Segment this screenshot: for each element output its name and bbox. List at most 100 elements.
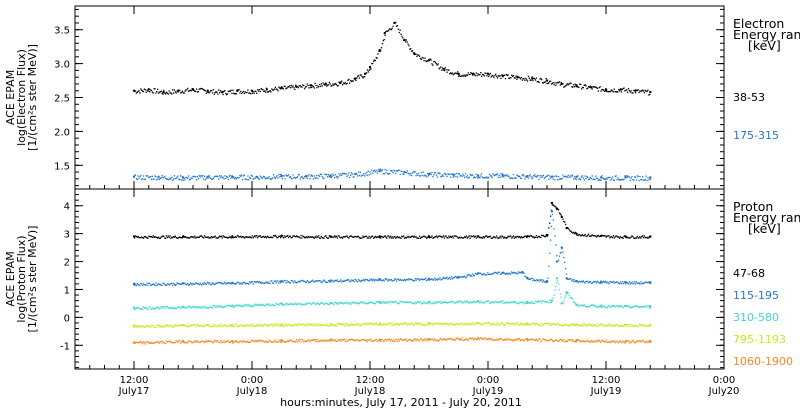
scatter-point bbox=[618, 340, 621, 342]
scatter-point bbox=[410, 47, 412, 50]
scatter-point bbox=[512, 322, 515, 324]
scatter-point bbox=[472, 74, 474, 76]
scatter-point bbox=[255, 236, 257, 238]
scatter-point bbox=[377, 170, 379, 172]
scatter-point bbox=[542, 324, 545, 327]
scatter-point bbox=[392, 339, 394, 342]
scatter-point bbox=[490, 76, 492, 78]
scatter-point bbox=[527, 339, 530, 341]
scatter-point bbox=[417, 339, 419, 341]
scatter-point bbox=[307, 323, 309, 325]
scatter-point bbox=[411, 235, 414, 238]
scatter-point bbox=[454, 324, 456, 326]
scatter-point bbox=[324, 303, 326, 305]
scatter-point bbox=[315, 177, 317, 179]
scatter-point bbox=[623, 235, 625, 238]
scatter-point bbox=[326, 281, 329, 284]
scatter-point bbox=[238, 236, 240, 238]
scatter-point bbox=[312, 325, 315, 327]
scatter-point bbox=[636, 340, 638, 342]
scatter-point bbox=[447, 324, 449, 326]
scatter-point bbox=[382, 279, 384, 281]
scatter-point bbox=[612, 340, 615, 343]
scatter-point bbox=[444, 235, 446, 237]
scatter-point bbox=[194, 305, 196, 308]
scatter-point bbox=[322, 82, 324, 84]
scatter-point bbox=[180, 342, 182, 344]
scatter-point bbox=[348, 237, 350, 239]
scatter-point bbox=[634, 341, 636, 344]
scatter-point bbox=[617, 91, 619, 93]
scatter-point bbox=[376, 340, 378, 343]
scatter-point bbox=[153, 326, 155, 328]
scatter-point bbox=[626, 175, 628, 177]
scatter-point bbox=[308, 302, 310, 304]
scatter-point bbox=[462, 237, 464, 239]
scatter-point bbox=[606, 341, 608, 343]
scatter-point bbox=[164, 92, 166, 94]
scatter-point bbox=[508, 337, 510, 340]
scatter-point bbox=[337, 339, 339, 341]
data-point bbox=[280, 279, 283, 283]
scatter-point bbox=[332, 83, 334, 85]
scatter-point bbox=[503, 338, 506, 340]
scatter-point bbox=[228, 341, 230, 343]
scatter-point bbox=[234, 236, 236, 238]
scatter-point bbox=[222, 176, 224, 178]
scatter-point bbox=[603, 340, 606, 343]
scatter-point bbox=[509, 338, 511, 341]
data-point bbox=[427, 59, 431, 62]
y-tick-label: 2.5 bbox=[54, 94, 70, 105]
data-point bbox=[476, 235, 480, 238]
scatter-point bbox=[644, 341, 646, 343]
scatter-point bbox=[585, 306, 587, 308]
scatter-point bbox=[495, 300, 497, 302]
scatter-point bbox=[418, 172, 420, 175]
scatter-point bbox=[552, 204, 554, 206]
scatter-point bbox=[411, 50, 413, 52]
scatter-point bbox=[271, 304, 273, 307]
scatter-point bbox=[240, 340, 242, 343]
scatter-point bbox=[272, 282, 275, 284]
scatter-point bbox=[360, 237, 362, 239]
scatter-point bbox=[596, 306, 599, 308]
scatter-point bbox=[228, 175, 230, 177]
scatter-point bbox=[432, 176, 434, 178]
scatter-point bbox=[626, 237, 628, 239]
scatter-point bbox=[535, 176, 538, 178]
scatter-point bbox=[165, 284, 168, 287]
scatter-point bbox=[642, 90, 645, 92]
scatter-point bbox=[262, 236, 264, 238]
scatter-point bbox=[589, 324, 592, 326]
scatter-point bbox=[244, 341, 246, 343]
scatter-point bbox=[437, 172, 439, 174]
scatter-point bbox=[213, 325, 215, 328]
scatter-point bbox=[154, 175, 156, 177]
scatter-point bbox=[202, 236, 204, 239]
scatter-point bbox=[193, 175, 195, 178]
scatter-point bbox=[284, 279, 286, 282]
scatter-point bbox=[456, 337, 458, 339]
scatter-point bbox=[494, 323, 496, 325]
scatter-point bbox=[157, 306, 159, 308]
scatter-point bbox=[259, 304, 261, 307]
data-point bbox=[521, 270, 524, 274]
scatter-point bbox=[310, 280, 312, 283]
scatter-point bbox=[136, 282, 138, 285]
scatter-point bbox=[292, 324, 294, 326]
scatter-point bbox=[162, 93, 164, 95]
scatter-point bbox=[597, 281, 600, 283]
scatter-point bbox=[450, 323, 453, 325]
scatter-point bbox=[575, 85, 577, 88]
scatter-point bbox=[534, 280, 536, 282]
scatter-point bbox=[549, 339, 551, 341]
scatter-point bbox=[396, 340, 399, 342]
scatter-point bbox=[141, 89, 143, 91]
scatter-point bbox=[357, 235, 359, 238]
scatter-point bbox=[480, 75, 483, 77]
scatter-point bbox=[151, 342, 153, 344]
scatter-point bbox=[447, 69, 449, 71]
scatter-point bbox=[481, 324, 484, 326]
scatter-point bbox=[166, 305, 169, 308]
scatter-point bbox=[177, 325, 179, 327]
